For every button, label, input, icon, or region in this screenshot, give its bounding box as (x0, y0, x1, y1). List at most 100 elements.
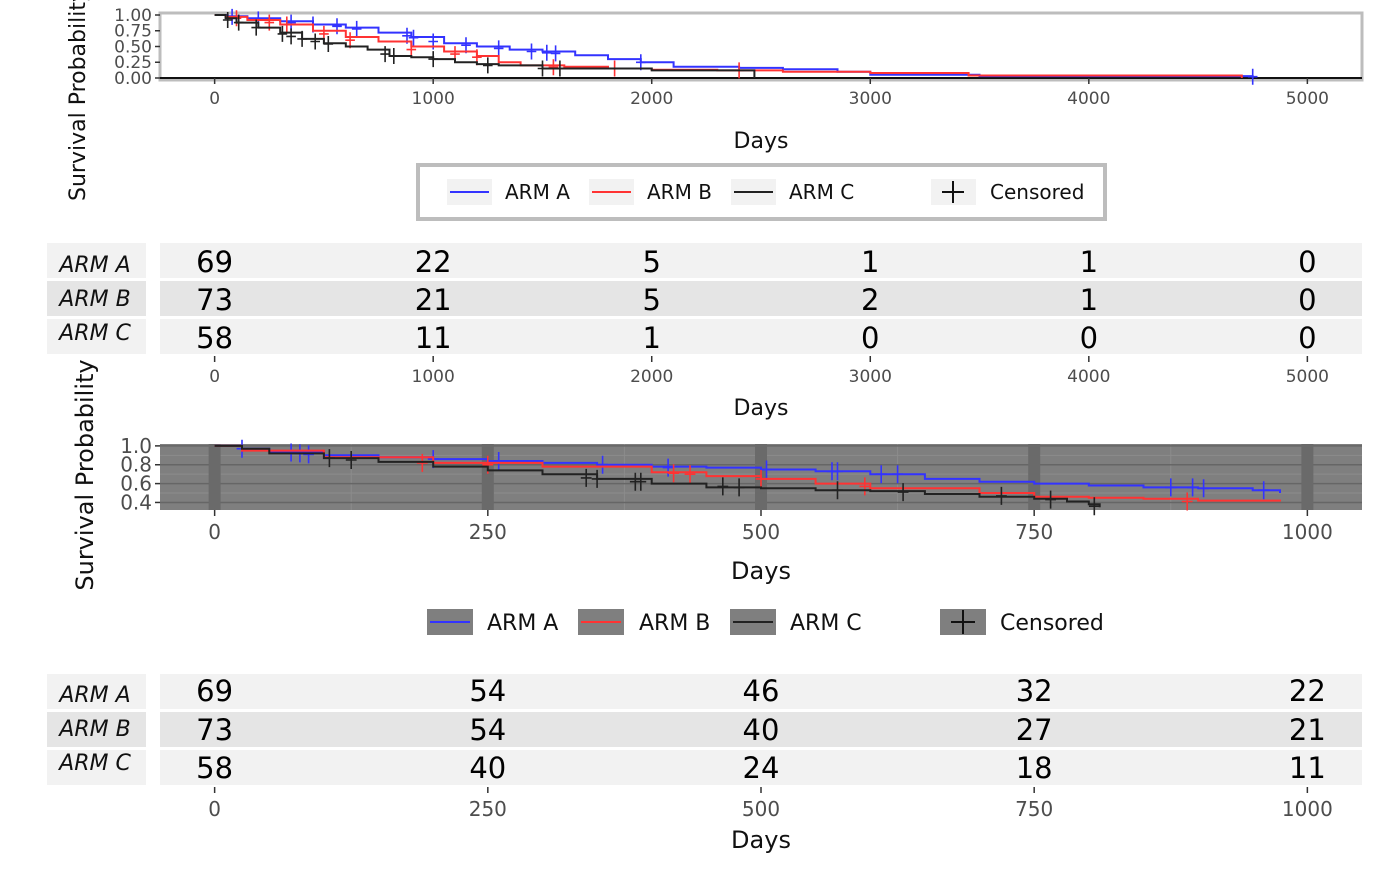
risk1-x-tick-label: 5000 (1286, 367, 1329, 387)
plot2-y-tick-label: 0.4 (120, 490, 152, 514)
plot1-censor-mark-arm-a (351, 20, 362, 37)
risk1-cell-arm-a: 1 (861, 245, 879, 279)
risk-table-2: ARM A ARM B ARM C 69 54 46 32 22 73 54 40 27 21 58… (47, 674, 1362, 854)
plot2-censor-mark-arm-c (324, 449, 335, 468)
risk2-label-arm-b: ARM B (57, 717, 130, 742)
legend1-label-arm-b: ARM B (647, 180, 712, 204)
plot1-censor-mark-arm-c (389, 48, 399, 64)
risk1-x-tick-label: 4000 (1067, 367, 1110, 387)
risk1-cells: 69 22 5 1 1 073 21 5 2 1 058 11 1 0 0 0 (196, 245, 1316, 355)
risk1-row-bg-c (160, 319, 1362, 354)
plot2-censor-mark-arm-c (996, 486, 1007, 505)
plot2-censor-mark-arm-a (597, 455, 608, 474)
plot2-censor-mark-arm-c (1045, 490, 1056, 509)
plot2-censor-mark-arm-c (345, 451, 357, 469)
legend1-censored-icon (942, 181, 964, 203)
plot1-censor-mark-arm-c (251, 19, 261, 36)
plot2-y-ticks: 0.40.60.81.0 (120, 434, 160, 514)
risk2-cell-arm-b: 73 (196, 713, 233, 747)
risk1-cell-arm-a: 69 (196, 245, 233, 279)
plot2-censor-mark-arm-b (684, 465, 696, 484)
plot2-censor-mark-arm-b (668, 464, 679, 483)
legend1-label-arm-c: ARM C (789, 180, 854, 204)
plot2-y-tick-label: 1.0 (120, 434, 152, 458)
plot2-censor-mark-arm-a (875, 465, 887, 484)
plot2-legend: ARM A ARM B ARM C Censored (427, 609, 1104, 636)
plot1-survival-curves (214, 8, 1258, 85)
plot1-censor-mark-arm-a (526, 43, 537, 60)
risk1-x-tick-label: 1000 (412, 367, 455, 387)
plot1-censor-mark-arm-c (297, 30, 307, 47)
plot2-censor-mark-arm-a (662, 458, 674, 477)
risk1-x-tick-label: 2000 (630, 367, 673, 387)
km-plot-2: 0.40.60.81.0 0 250 500 750 1000 Days Surviva… (71, 359, 1362, 636)
risk1-cell-arm-c: 0 (861, 321, 879, 355)
plot1-x-tick-label: 4000 (1067, 89, 1110, 109)
plot1-x-tick-label: 3000 (849, 89, 892, 109)
plot1-censor-mark-arm-b (548, 59, 559, 76)
plot2-censor-mark-arm-a (1165, 478, 1177, 497)
plot2-censor-mark-arm-c (1088, 497, 1100, 516)
plot2-censor-mark-arm-a (493, 452, 505, 470)
risk2-cell-arm-a: 54 (469, 674, 506, 708)
plot1-censor-mark-arm-b (406, 41, 417, 58)
risk1-cell-arm-c: 1 (643, 321, 661, 355)
risk1-cell-arm-a: 22 (415, 245, 452, 279)
risk2-label-arm-c: ARM C (57, 751, 131, 776)
plot1-censor-mark-arm-c (380, 46, 390, 63)
plot2-censor-mark-arm-c (897, 483, 909, 502)
risk1-cell-arm-b: 73 (196, 283, 233, 317)
risk2-cell-arm-a: 32 (1016, 674, 1053, 708)
risk2-cell-arm-c: 24 (743, 751, 780, 785)
risk1-cell-arm-b: 21 (415, 283, 452, 317)
legend1-label-arm-a: ARM A (505, 180, 570, 204)
plot2-censor-mark-arm-c (717, 477, 729, 496)
plot2-x-tick-label: 750 (1015, 520, 1053, 544)
risk1-cell-arm-c: 58 (196, 321, 233, 355)
risk1-label-arm-a: ARM A (57, 253, 130, 278)
plot2-x-tick-label: 0 (208, 520, 221, 544)
plot1-censor-mark-arm-c (323, 36, 334, 52)
plot2-censor-mark-arm-b (1181, 492, 1193, 511)
plot1-censor-mark-arm-a (286, 14, 296, 31)
risk2-row-bg-b (160, 712, 1362, 747)
risk2-x-tick-label: 750 (1015, 797, 1053, 821)
legend2-censored-icon (951, 610, 975, 634)
plot1-y-tick-label: 1.00 (114, 6, 152, 26)
risk1-x-ticks: 0 1000 2000 3000 4000 5000 (209, 356, 1329, 387)
plot2-x-tick-label: 500 (742, 520, 780, 544)
plot1-y-tick-label: 0.25 (114, 53, 152, 73)
risk-table-1: ARM A ARM B ARM C 69 22 5 1 1 073 21 5 2 1 058 11 1 0… (47, 243, 1362, 421)
plot2-censor-mark-arm-a (761, 460, 772, 479)
plot1-censor-mark-arm-a (408, 29, 419, 46)
risk1-label-bg-c (47, 319, 146, 354)
risk2-row-bg-a (160, 674, 1362, 709)
risk2-cell-arm-b: 54 (469, 713, 506, 747)
risk1-label-bg-a (47, 243, 146, 278)
risk2-cell-arm-c: 40 (469, 751, 506, 785)
legend1-label-censored: Censored (990, 180, 1084, 204)
plot1-censor-mark-arm-a (542, 44, 552, 61)
km-plot-1: 0.000.250.500.751.00 0 1000 2000 3000 4000 50… (66, 0, 1364, 221)
plot2-censor-mark-arm-c (635, 472, 647, 491)
risk2-cell-arm-a: 69 (196, 674, 233, 708)
plot2-censor-mark-arm-b (859, 477, 871, 496)
plot2-curve-arm-a (214, 444, 1281, 493)
plot1-censor-mark-arm-c (222, 12, 233, 28)
risk2-x-tick-label: 250 (469, 797, 507, 821)
legend2-label-arm-c: ARM C (790, 611, 862, 636)
risk2-cell-arm-a: 22 (1289, 674, 1326, 708)
plot1-curve-arm-b (214, 14, 1243, 78)
risk1-row-bg-a (160, 243, 1362, 278)
plot1-x-ticks: 0 1000 2000 3000 4000 5000 (209, 78, 1329, 109)
plot1-y-tick-label: 0.75 (114, 22, 152, 42)
legend2-label-arm-b: ARM B (639, 611, 710, 636)
legend2-label-arm-a: ARM A (487, 611, 558, 636)
plot2-survival-curves (214, 439, 1281, 516)
plot2-x-tick-label: 1000 (1282, 520, 1333, 544)
plot1-censor-mark-arm-a (493, 40, 504, 57)
plot1-curve-arm-c (214, 14, 756, 78)
risk2-label-bg-c (47, 750, 146, 785)
plot2-censor-mark-arm-a (1258, 481, 1270, 500)
